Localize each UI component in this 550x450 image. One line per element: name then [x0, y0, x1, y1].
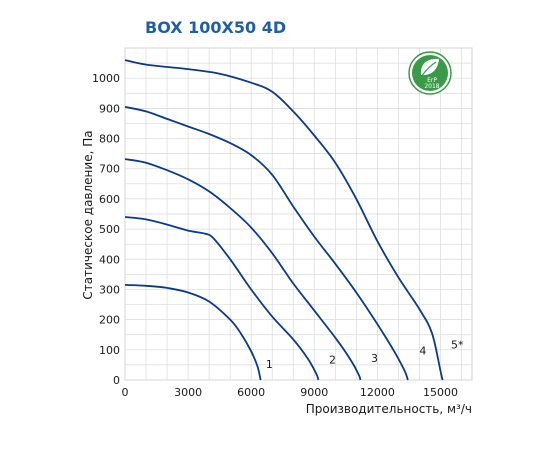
y-tick-label: 700	[99, 163, 120, 176]
curve-label: 5*	[451, 338, 464, 351]
y-tick-labels: 0 100 200 300 400 500 600 700 800 900 1000	[92, 72, 120, 387]
leaf-stem-icon	[420, 61, 437, 78]
grid	[124, 47, 473, 381]
badge-label: ErP	[427, 77, 437, 84]
fan-curve-1	[124, 284, 262, 381]
y-tick-label: 1000	[92, 72, 120, 85]
y-tick-label: 200	[99, 314, 120, 327]
y-tick-label: 500	[99, 223, 120, 236]
x-tick-label: 0	[122, 386, 129, 399]
fan-curve-5	[124, 59, 444, 381]
y-tick-label: 600	[99, 193, 120, 206]
curve-label: 4	[419, 344, 426, 357]
x-tick-label: 12000	[360, 386, 395, 399]
x-tick-label: 9000	[300, 386, 328, 399]
curves	[124, 59, 444, 381]
y-axis-title: Статическое давление, Па	[81, 130, 95, 299]
y-tick-label: 300	[99, 283, 120, 296]
erp-badge: ErP 2018	[408, 51, 452, 95]
y-tick-label: 900	[99, 102, 120, 115]
x-tick-label: 3000	[174, 386, 202, 399]
fan-curve-3	[124, 158, 362, 381]
fan-curve-2	[124, 216, 320, 381]
x-axis-title: Производительность, м³/ч	[306, 402, 472, 416]
curve-labels: 1 2 3 4 5*	[266, 338, 464, 371]
curve-label: 3	[371, 352, 378, 365]
curve-label: 1	[266, 358, 273, 371]
x-tick-label: 6000	[237, 386, 265, 399]
chart-title: BOX 100X50 4D	[145, 18, 286, 37]
fan-curve-4	[124, 106, 409, 381]
y-tick-label: 0	[113, 374, 120, 387]
y-tick-label: 400	[99, 253, 120, 266]
curve-label: 2	[329, 353, 336, 366]
badge-year: 2018	[424, 83, 439, 90]
y-tick-label: 800	[99, 133, 120, 146]
x-tick-label: 15000	[423, 386, 458, 399]
x-tick-labels: 0 3000 6000 9000 12000 15000	[122, 386, 458, 399]
y-tick-label: 100	[99, 344, 120, 357]
